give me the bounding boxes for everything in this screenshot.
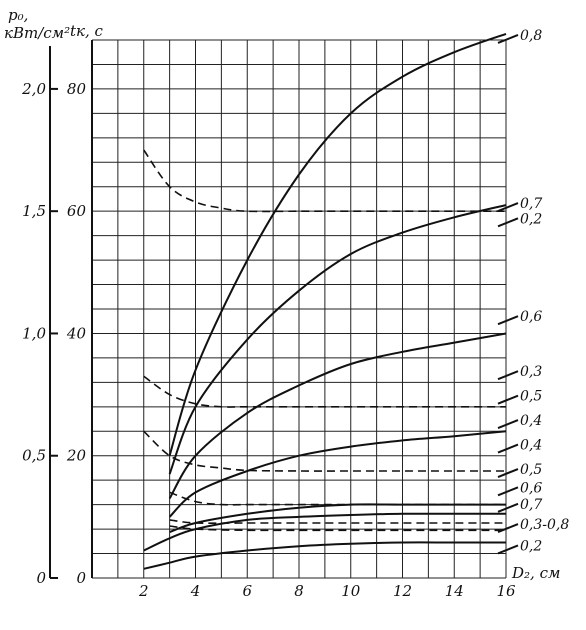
outer-y-tick-label: 0 [36, 569, 46, 587]
series-line-2 [168, 332, 507, 500]
series-line-1 [168, 204, 507, 475]
series-label-leader [497, 202, 519, 212]
x-tick-label: 16 [496, 582, 516, 600]
series-label: 0,2 [520, 211, 542, 227]
series-label: 0,8 [520, 28, 542, 44]
series-label-leader [497, 217, 519, 228]
outer-y-tick-label: 0,5 [22, 447, 46, 465]
outer-y-tick-label: 1,5 [22, 202, 46, 220]
series-line-6 [143, 541, 506, 570]
series-label: 0,6 [520, 309, 542, 325]
series-label-leader [497, 468, 519, 478]
inner-y-tick-label: 0 [76, 569, 86, 587]
outer-y-axis-label-line2: кВт/см² [4, 24, 70, 42]
grid-lines [91, 39, 507, 579]
tick-labels: 2 4 6 8 10 12 14 16 0 20 40 60 80 0 0,5 1,0 1,5 2,0 [21, 80, 516, 600]
inner-y-axis-label: tк, с [70, 22, 104, 40]
series-label-leader [497, 443, 519, 454]
x-axis-label: D₂, см [511, 564, 560, 582]
inner-y-tick-label: 40 [66, 324, 87, 342]
series-lines [143, 32, 507, 570]
inner-y-tick-label: 20 [66, 447, 87, 465]
x-tick-label: 12 [393, 582, 412, 600]
series-label: 0,7 [520, 497, 542, 513]
outer-y-tick-label: 1,0 [22, 324, 46, 342]
x-tick-label: 8 [294, 582, 304, 600]
outer-y-tick-label: 2,0 [21, 80, 46, 98]
series-line-8 [143, 375, 506, 408]
series-label: 0,3 [520, 364, 542, 380]
series-line-10 [169, 491, 506, 506]
series-label: 0,2 [520, 538, 542, 554]
x-tick-label: 2 [138, 582, 149, 600]
series-labels: 0,80,70,20,60,30,50,40,40,50,60,70,3-0,8… [497, 28, 569, 555]
series-label: 0,5 [520, 389, 542, 405]
series-line-0 [168, 32, 507, 456]
outer-y-axis-label-line1: p₀, [8, 6, 28, 24]
series-line-11 [169, 519, 506, 525]
series-label-leader [497, 419, 519, 430]
series-label: 0,7 [520, 196, 542, 212]
series-label: 0,4 [520, 413, 542, 429]
axes [49, 40, 93, 578]
series-label-leader [497, 394, 519, 405]
series-label-leader [497, 486, 519, 497]
series-label-leader [497, 370, 519, 381]
series-line-4 [169, 503, 506, 534]
inner-y-tick-label: 60 [67, 202, 87, 220]
series-label: 0,4 [520, 438, 542, 454]
series-label: 0,5 [520, 462, 542, 478]
series-label-leader [497, 544, 519, 555]
series-label-leader [497, 523, 519, 533]
x-tick-label: 10 [341, 582, 361, 600]
series-label-leader [497, 502, 519, 513]
inner-y-tick-label: 80 [67, 80, 87, 98]
series-line-5 [143, 512, 506, 552]
x-tick-label: 14 [445, 582, 464, 600]
x-tick-label: 4 [190, 582, 201, 600]
series-label-leader [497, 315, 519, 326]
series-line-3 [168, 430, 507, 518]
series-label-leader [497, 34, 519, 44]
series-label: 0,6 [520, 480, 542, 496]
series-line-12 [169, 525, 506, 532]
series-label: 0,3-0,8 [520, 517, 569, 533]
x-tick-label: 6 [242, 582, 252, 600]
